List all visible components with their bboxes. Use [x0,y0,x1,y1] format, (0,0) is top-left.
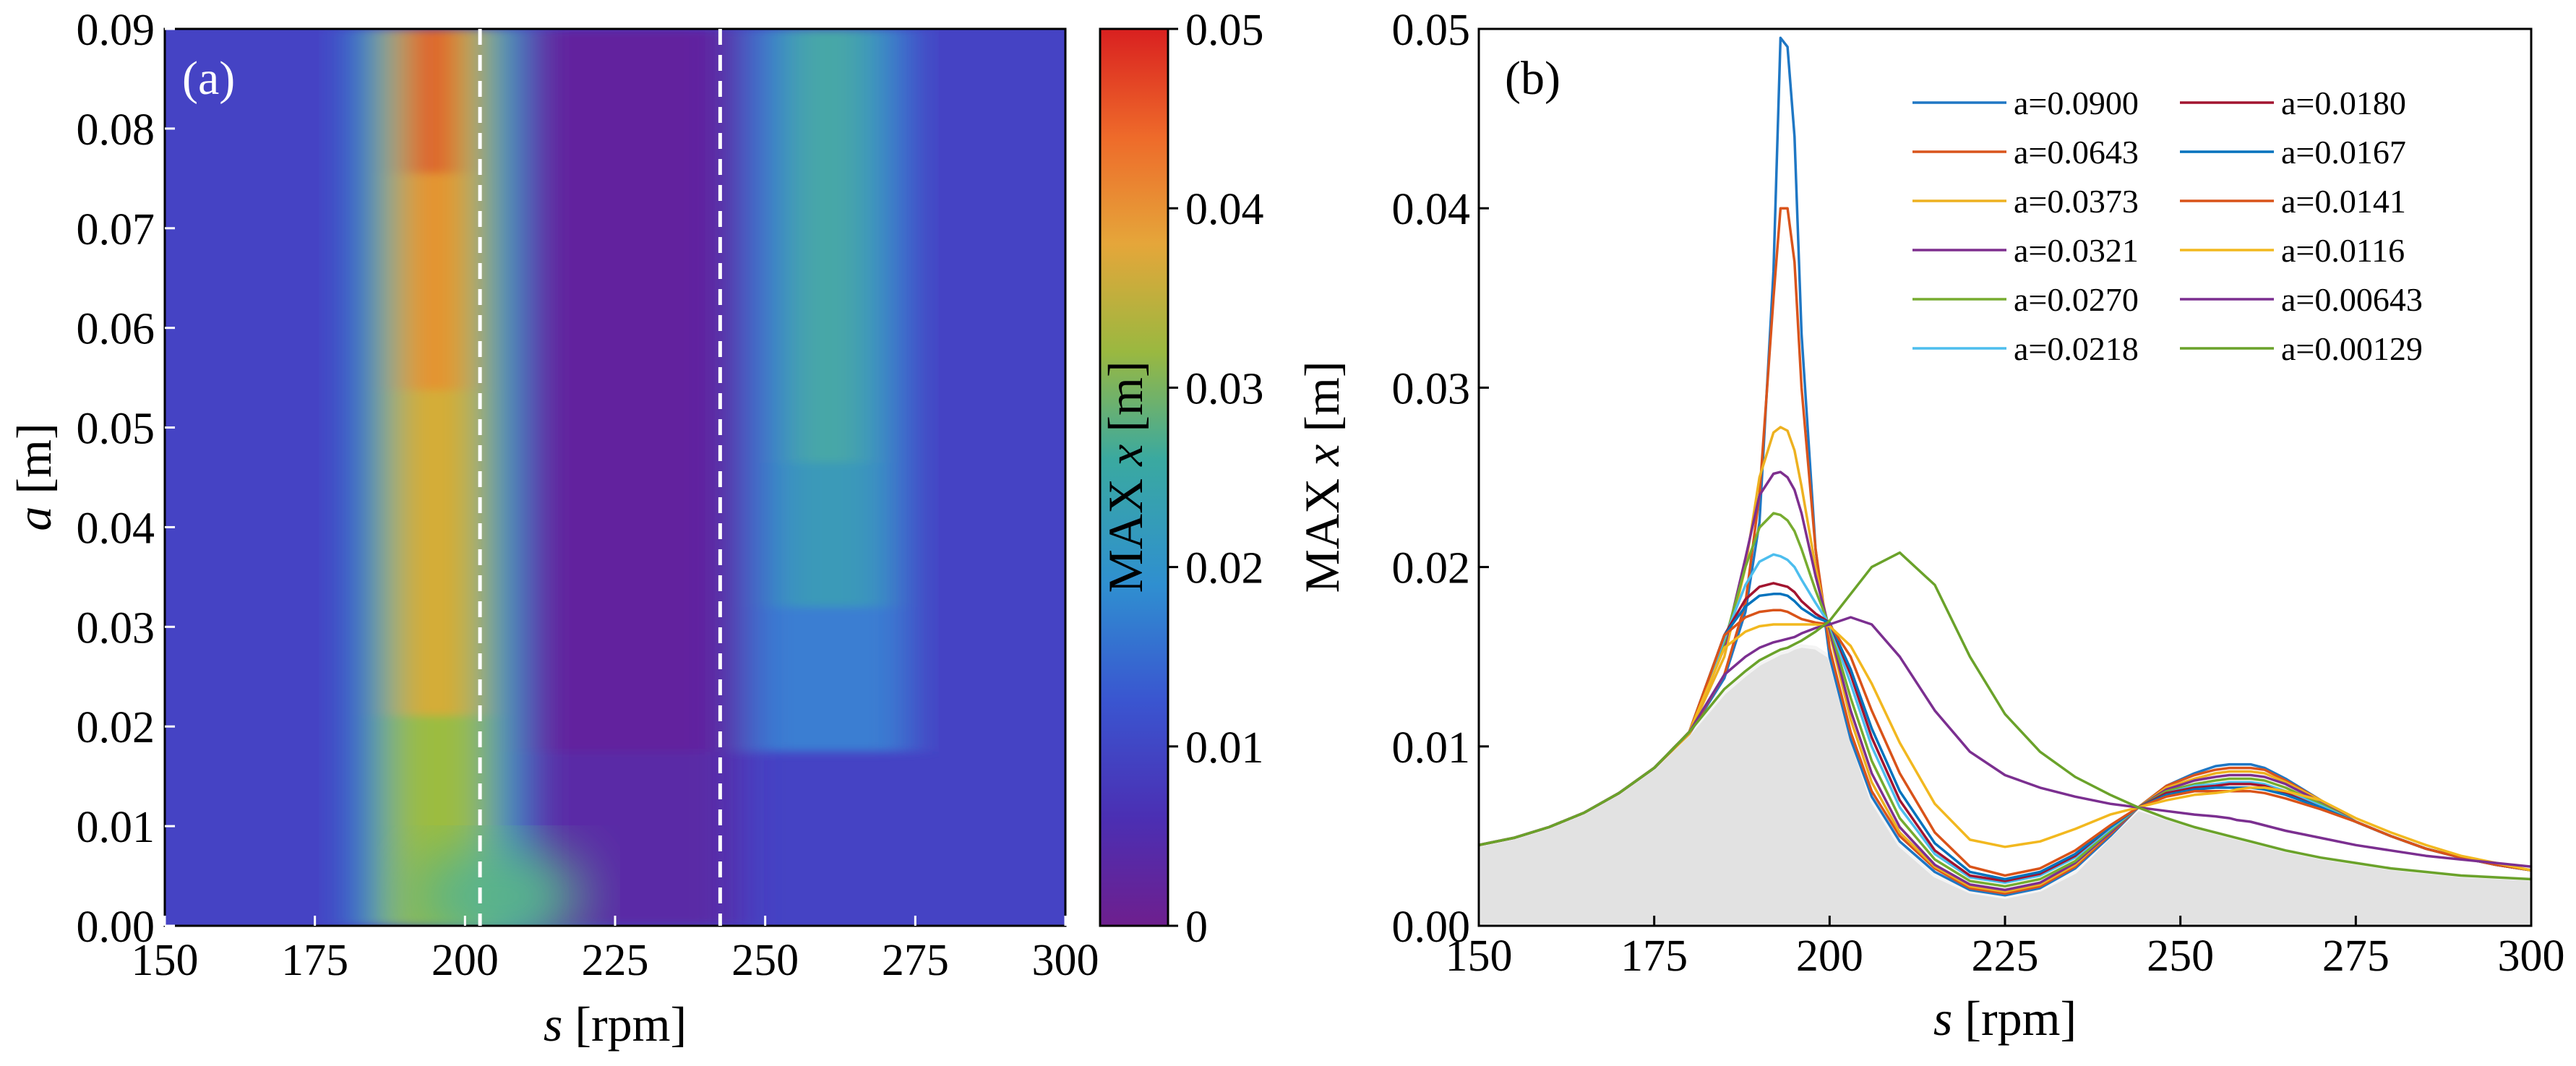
legend-entry: a=0.0141 [2180,183,2406,220]
heatmap-x-tick-label: 225 [582,936,649,985]
line-y-tick-label: 0.00 [1392,903,1471,952]
line-y-tick-label: 0.05 [1392,6,1471,55]
line-y-tick-label: 0.02 [1392,544,1471,593]
heatmap-y-tick-label: 0.01 [77,803,155,852]
legend: a=0.0900 a=0.0643 a=0.0373 a=0.0321 a=0.0270… [1912,85,2423,367]
legend-entry: a=0.0900 [1912,85,2139,121]
series-line-10 [1479,616,2531,868]
heatmap-y-tick-label: 0.00 [77,903,155,952]
line-x-tick-label: 175 [1620,932,1688,981]
legend-label: a=0.0116 [2281,232,2405,269]
legend-entry: a=0.0321 [1912,232,2139,269]
line-y-tick-label: 0.04 [1392,185,1471,234]
legend-entry: a=0.0373 [1912,183,2139,220]
heatmap-x-tick-label: 150 [132,936,199,985]
heatmap-x-tick-label: 300 [1032,936,1099,985]
line-y-tick-label: 0.03 [1392,364,1471,413]
legend-label: a=0.0270 [2014,281,2139,318]
heatmap-y-tick-label: 0.04 [77,504,155,553]
series-line-11 [1479,551,2531,881]
legend-label: a=0.00129 [2281,330,2423,367]
colorbar-tick-label: 0.05 [1185,6,1264,55]
heatmap-y-tick-label: 0.08 [77,106,155,155]
heatmap-x-tick-label: 200 [432,936,499,985]
legend-entry: a=0.00643 [2180,281,2423,318]
line-x-tick-label: 275 [2322,932,2390,981]
line-x-tick-label: 225 [1972,932,2039,981]
line-y-axis-label: MAX x [m] [1295,361,1349,593]
colorbar-tick-label: 0.04 [1185,185,1264,234]
legend-label: a=0.0900 [2014,85,2139,121]
colorbar-label: MAX x [m] [1098,361,1153,593]
legend-entry: a=0.0270 [1912,281,2139,318]
legend-entry: a=0.0116 [2180,232,2405,269]
line-panel-label: (b) [1505,52,1560,105]
colorbar-tick-label: 0.02 [1185,544,1264,593]
colorbar-tick-label: 0 [1185,903,1208,952]
colorbar: 0 0.01 0.02 0.03 0.04 0.05 MAX x [m] [1098,6,1264,952]
line-x-tick-label: 300 [2498,932,2565,981]
legend-entry: a=0.0167 [2180,134,2406,171]
legend-entry: a=0.0218 [1912,330,2139,367]
legend-label: a=0.00643 [2281,281,2423,318]
series-line-0 [1479,36,2531,897]
legend-label: a=0.0180 [2281,85,2406,121]
line-y-tick-label: 0.01 [1392,723,1471,773]
heatmap-panel-label: (a) [182,52,235,105]
heatmap-y-tick-label: 0.03 [77,603,155,653]
heatmap-x-tick-label: 250 [731,936,799,985]
heatmap-x-axis-label: s [rpm] [544,997,687,1052]
colorbar-gradient [1099,27,1169,927]
legend-label: a=0.0141 [2281,183,2406,220]
legend-label: a=0.0321 [2014,232,2139,269]
colorbar-tick-label: 0.01 [1185,723,1264,773]
legend-label: a=0.0643 [2014,134,2139,171]
legend-entry: a=0.0180 [2180,85,2406,121]
legend-label: a=0.0218 [2014,330,2139,367]
heatmap-y-tick-label: 0.09 [77,6,155,55]
line-x-tick-label: 250 [2147,932,2214,981]
series-line-9 [1479,623,2531,872]
legend-entry: a=0.00129 [2180,330,2423,367]
heatmap-x-tick-label: 275 [882,936,949,985]
line-x-tick-label: 200 [1796,932,1863,981]
heatmap-y-tick-label: 0.05 [77,405,155,454]
legend-label: a=0.0373 [2014,183,2139,220]
line-x-tick-label: 150 [1446,932,1513,981]
heatmap-y-tick-label: 0.06 [77,305,155,354]
colorbar-tick-label: 0.03 [1185,364,1264,413]
heatmap-y-tick-label: 0.02 [77,703,155,752]
legend-entry: a=0.0643 [1912,134,2139,171]
heatmap-image [165,29,1065,926]
heatmap-panel: 150 175 200 225 250 275 300 0.00 0.01 0.02 0.03 0.… [7,6,1099,1052]
legend-label: a=0.0167 [2281,134,2406,171]
series-line-2 [1479,426,2531,893]
heatmap-y-axis-label: a [m] [7,423,61,530]
line-x-axis-label: s [rpm] [1933,991,2077,1046]
line-chart-panel: 150 175 200 225 250 275 300 0.00 0.01 0.02 0.03 0.… [1295,6,2565,1046]
heatmap-x-tick-label: 175 [281,936,348,985]
series-line-8 [1479,609,2531,877]
heatmap-y-tick-label: 0.07 [77,205,155,254]
